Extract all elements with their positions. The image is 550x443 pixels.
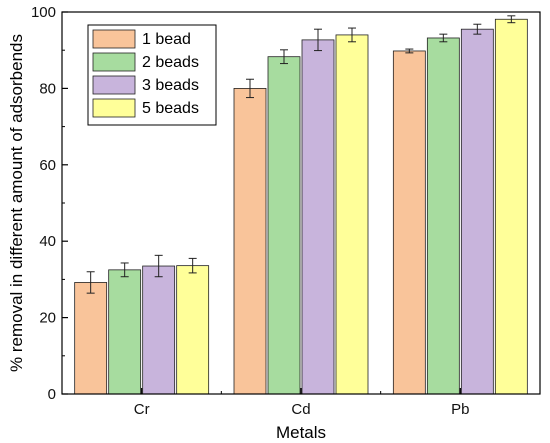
y-tick-label: 20 xyxy=(39,310,56,327)
legend: 1 bead 2 beads 3 beads 5 beads xyxy=(87,24,217,126)
legend-label: 5 beads xyxy=(142,100,199,117)
bar-cd-3-beads xyxy=(301,39,335,395)
error-bars-layer xyxy=(86,15,516,294)
bars-layer xyxy=(74,18,528,395)
legend-swatch xyxy=(92,75,136,95)
legend-label: 3 beads xyxy=(142,77,199,94)
x-axis-title: Metals xyxy=(276,423,326,442)
y-tick-label: 0 xyxy=(48,386,56,403)
x-tick-label: Cr xyxy=(134,401,150,418)
y-axis-title: % removal in different amount of adsorbe… xyxy=(7,34,26,372)
legend-swatch xyxy=(92,98,136,118)
bar-pb-1-bead xyxy=(392,50,426,395)
bar-cd-1-bead xyxy=(233,88,267,395)
legend-swatch xyxy=(92,29,136,49)
legend-label: 2 beads xyxy=(142,54,199,71)
bar-cr-3-beads xyxy=(142,265,176,395)
y-tick-label: 40 xyxy=(39,233,56,250)
y-tick-label: 60 xyxy=(39,157,56,174)
legend-swatch xyxy=(92,52,136,72)
bar-cr-5-beads xyxy=(176,265,210,395)
bar-cr-1-bead xyxy=(74,282,108,395)
y-tick-label: 80 xyxy=(39,80,56,97)
bar-pb-2-beads xyxy=(426,37,460,395)
y-tick-label: 100 xyxy=(31,4,56,21)
bar-cr-2-beads xyxy=(108,269,142,395)
legend-label: 1 bead xyxy=(142,31,191,48)
y-axis: 0 20 40 60 80 100 xyxy=(31,4,68,403)
x-tick-label: Pb xyxy=(451,401,469,418)
bar-cd-2-beads xyxy=(267,56,301,395)
x-tick-label: Cd xyxy=(291,401,310,418)
bar-pb-3-beads xyxy=(460,28,494,395)
x-axis: Cr Cd Pb xyxy=(134,388,470,418)
bar-cd-5-beads xyxy=(335,34,369,395)
bar-pb-5-beads xyxy=(494,18,528,395)
